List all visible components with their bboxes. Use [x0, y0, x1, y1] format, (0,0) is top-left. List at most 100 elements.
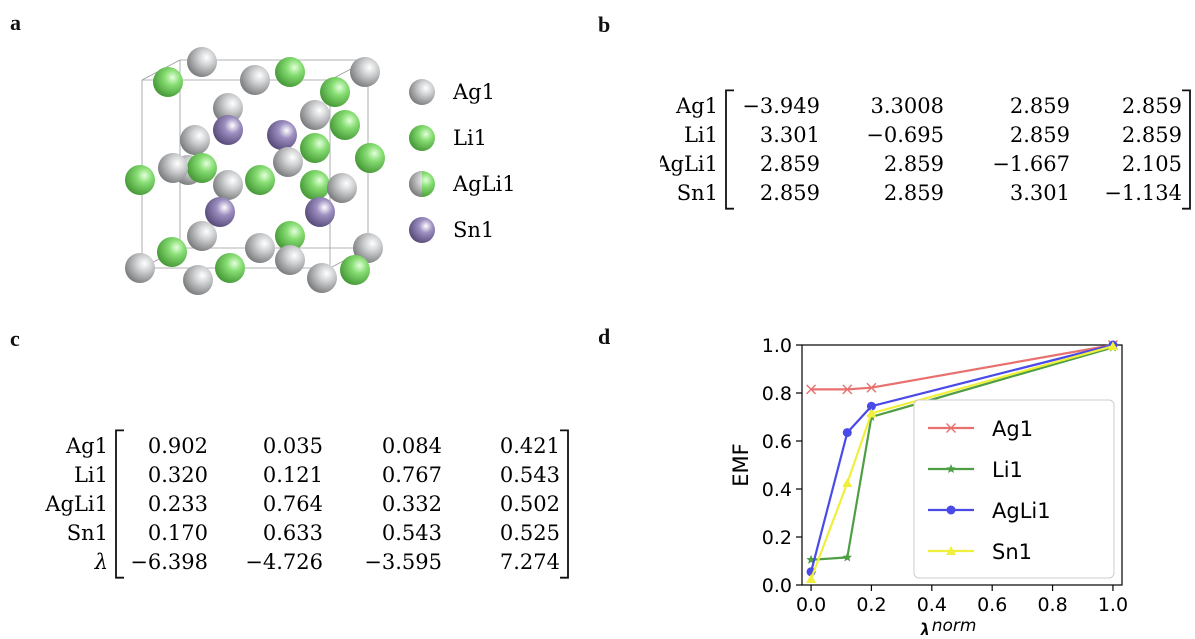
x-tick-label: 0.4 [917, 594, 947, 616]
matrix-row-label: Li1 [684, 123, 718, 147]
atom-26 [275, 221, 305, 251]
atom-21 [300, 170, 330, 200]
matrix-cell: 2.859 [760, 152, 820, 176]
matrix-cell: 0.633 [263, 521, 323, 545]
atom-4 [240, 65, 270, 95]
atom-23 [205, 197, 235, 227]
atom-29 [157, 237, 187, 267]
y-tick-label: 0.4 [762, 479, 792, 501]
matrix-cell: 2.859 [1122, 123, 1182, 147]
matrix-cell: 0.902 [148, 434, 208, 458]
series-line [811, 343, 1114, 391]
matrix-row-label: Sn1 [67, 521, 108, 545]
y-tick-label: 0.8 [762, 383, 792, 405]
matrix-row-label: λ [94, 550, 108, 574]
panel-label-c: c [10, 326, 20, 351]
legend-label: Li1 [453, 126, 487, 150]
matrix-row-label: Ag1 [675, 94, 718, 118]
chart-legend-item: AgLi1 [928, 499, 1051, 523]
panel-label-d: d [598, 324, 611, 349]
panel-label-a: a [10, 10, 21, 35]
crystal-structure-figure [125, 47, 385, 295]
atom-19 [245, 165, 275, 195]
x-tick-label: 0.0 [796, 594, 826, 616]
series-ag1 [806, 340, 1118, 395]
atom-25 [187, 221, 217, 251]
plot-frame [801, 344, 1123, 586]
left-bracket [115, 429, 124, 579]
matrix-row-label: Sn1 [677, 181, 718, 205]
matrix-cell: 0.525 [500, 521, 560, 545]
atom-16 [355, 143, 385, 173]
legend-label: Ag1 [452, 80, 495, 104]
matrix-cell: 3.301 [1010, 181, 1070, 205]
atom-34 [340, 255, 370, 285]
matrix-cell: 3.301 [760, 123, 820, 147]
atom-17 [125, 165, 155, 195]
data-point [806, 554, 816, 564]
matrix-cell: −1.134 [1104, 181, 1182, 205]
atom-28 [353, 233, 383, 263]
matrix-row-label: AgLi1 [44, 492, 108, 516]
matrix-cell: 2.105 [1122, 152, 1182, 176]
matrix-cell: 2.859 [1010, 123, 1070, 147]
matrix-b: Ag1 Li1 AgLi1 Sn1 −3.949 3.3008 2.859 2.859 3.30… [660, 89, 1191, 210]
matrix-cell: 0.035 [263, 434, 323, 458]
matrix-cell: 7.274 [500, 550, 560, 574]
matrix-cell: 0.543 [500, 463, 560, 487]
x-tick-label: 1.0 [1098, 594, 1128, 616]
atom-9 [213, 115, 243, 145]
matrix-cell: 0.170 [148, 521, 208, 545]
emf-line-chart: 0.0 0.2 0.4 0.6 0.8 1.0 0.0 0.2 0.4 0.6 0.8 1.0 EMF λ… [730, 335, 1128, 635]
matrix-cell: 0.233 [148, 492, 208, 516]
matrix-cell: −4.726 [245, 550, 323, 574]
atom-2 [350, 57, 380, 87]
matrix-cell: −3.949 [742, 94, 820, 118]
legend-label: Sn1 [453, 218, 494, 242]
data-point [806, 384, 817, 395]
data-point [866, 408, 877, 418]
atom-35 [183, 265, 213, 295]
matrix-row-label: Li1 [74, 463, 108, 487]
atom-18 [158, 153, 188, 183]
chart-legend-item: Ag1 [928, 417, 1033, 441]
atom-31 [125, 253, 155, 283]
matrix-cell: 2.859 [1010, 94, 1070, 118]
data-point [842, 384, 853, 395]
matrix-cell: 0.084 [382, 434, 442, 458]
data-point [946, 423, 956, 433]
right-bracket [560, 429, 569, 579]
chart-legend: Ag1 Li1 AgLi1 Sn1 [913, 399, 1115, 579]
atom-0 [187, 47, 217, 77]
matrix-cell: 0.421 [500, 434, 560, 458]
chart-legend-item: Li1 [928, 458, 1023, 482]
right-bracket [1182, 89, 1191, 210]
y-tick-label: 0.0 [762, 575, 792, 597]
legend-item-sn1: Sn1 [409, 217, 494, 243]
matrix-row-label: AgLi1 [660, 152, 718, 176]
x-tick-label: 0.8 [1037, 594, 1067, 616]
atom-6 [213, 93, 243, 123]
element-legend: Ag1 Li1 AgLi1 Sn1 [409, 79, 516, 243]
atom-5 [320, 77, 350, 107]
matrix-cell: 0.543 [382, 521, 442, 545]
matrix-cell: −6.398 [130, 550, 208, 574]
y-tick-label: 0.6 [762, 431, 792, 453]
series-line [811, 346, 1114, 561]
atom-10 [267, 120, 297, 150]
data-point [1107, 341, 1118, 351]
x-tick-label: 0.6 [977, 594, 1007, 616]
left-bracket [725, 89, 734, 210]
atom-1 [275, 57, 305, 87]
legend-label: AgLi1 [452, 172, 516, 196]
data-point [842, 428, 852, 438]
data-point [842, 552, 853, 562]
series-line [810, 343, 1114, 573]
atom-7 [300, 100, 330, 130]
atom-3 [153, 67, 183, 97]
matrix-cell: 0.502 [500, 492, 560, 516]
chart-legend-label: Sn1 [992, 540, 1032, 564]
y-axis-label: EMF [730, 443, 753, 486]
matrix-cell: 2.859 [884, 181, 944, 205]
atom-12 [300, 133, 330, 163]
